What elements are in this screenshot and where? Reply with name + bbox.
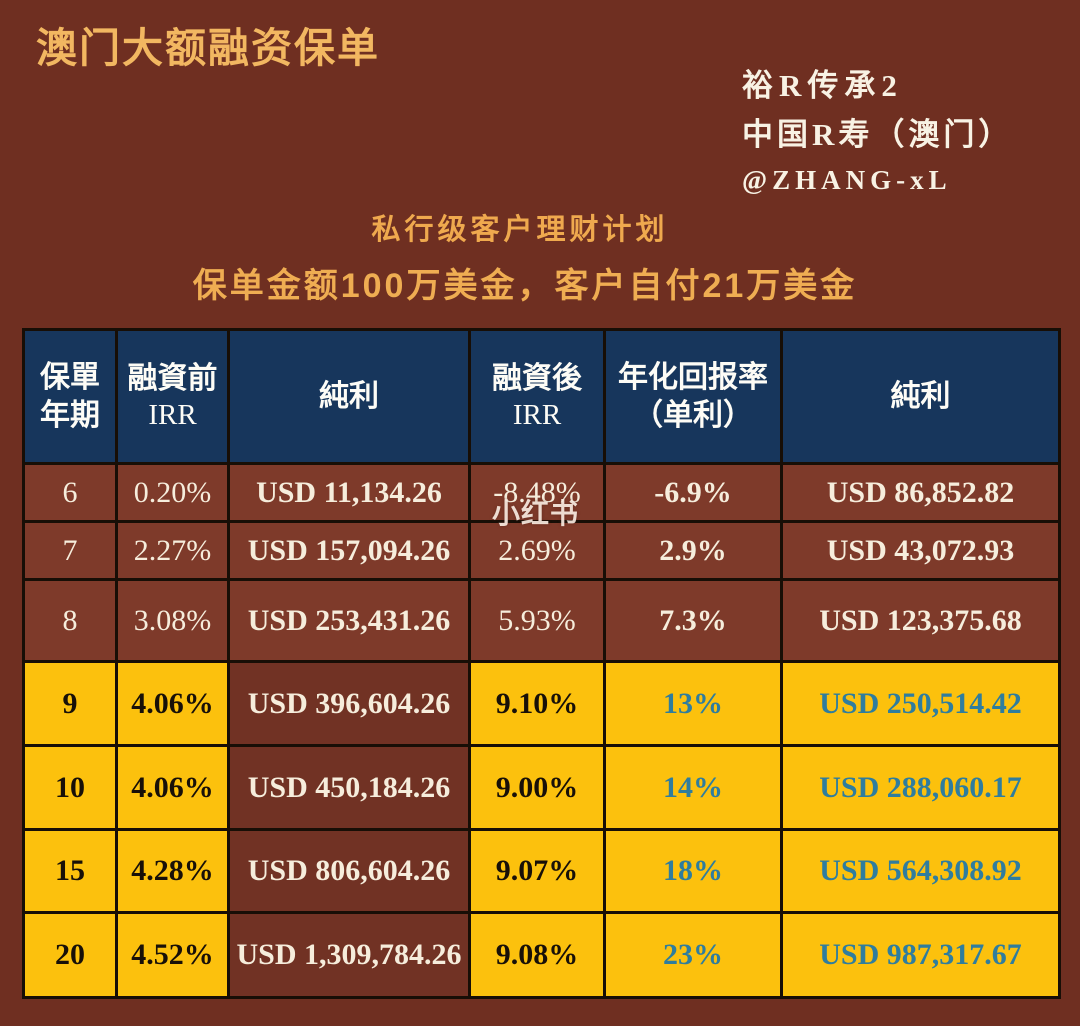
cell-year: 7 — [22, 520, 118, 581]
header-line: IRR — [512, 399, 562, 432]
cell-net-profit-2: USD 43,072.93 — [780, 520, 1061, 581]
cell-post-irr: 9.07% — [468, 828, 606, 914]
cell-net-profit-1: USD 11,134.26 — [227, 462, 471, 523]
cell-annual-return: 13% — [603, 660, 783, 747]
header-line: 保單 — [40, 361, 100, 394]
brand-block: 裕R传承2 中国R寿（澳门） @ZHANG-xL — [742, 70, 1013, 194]
table-row-year-8: 8 3.08% USD 253,431.26 5.93% 7.3% USD 12… — [22, 578, 1061, 663]
brand-company-name: 中国R寿（澳门） — [742, 117, 1014, 152]
table-row-year-20: 20 4.52% USD 1,309,784.26 9.08% 23% USD … — [22, 911, 1061, 999]
cell-net-profit-1: USD 157,094.26 — [227, 520, 471, 581]
cell-net-profit-2: USD 564,308.92 — [780, 828, 1061, 914]
cell-annual-return: 18% — [603, 828, 783, 914]
cell-net-profit-1: USD 253,431.26 — [227, 578, 471, 663]
page-title: 澳门大额融资保单 — [36, 25, 380, 71]
header-line: 年期 — [40, 398, 100, 432]
table-row-year-6: 6 0.20% USD 11,134.26 -8.48% -6.9% USD 8… — [22, 462, 1061, 523]
header-line: 融資前 — [127, 361, 218, 395]
cell-pre-irr: 2.27% — [115, 520, 230, 581]
cell-annual-return: 14% — [603, 744, 783, 831]
col-header-net-profit-2: 純利 — [780, 328, 1061, 465]
cell-net-profit-1: USD 450,184.26 — [227, 744, 471, 831]
cell-pre-irr: 4.28% — [115, 828, 230, 914]
author-handle: @ZHANG-xL — [742, 165, 952, 195]
table-row-year-15: 15 4.28% USD 806,604.26 9.07% 18% USD 56… — [22, 828, 1061, 914]
cell-net-profit-2: USD 250,514.42 — [780, 660, 1061, 747]
cell-year: 9 — [22, 660, 118, 747]
cell-year: 10 — [22, 744, 118, 831]
table-header-row: 保單年期 融資前 IRR 純利 融資後 IRR 年化回报率 （单利） 純利 — [22, 328, 1061, 465]
cell-net-profit-1: USD 396,604.26 — [227, 660, 471, 747]
cell-post-irr: 2.69% — [468, 520, 606, 581]
header-line: IRR — [148, 399, 197, 432]
policy-returns-table: 保單年期 融資前 IRR 純利 融資後 IRR 年化回报率 （单利） 純利 6 0.2… — [22, 328, 1061, 999]
cell-year: 20 — [22, 911, 118, 999]
cell-pre-irr: 4.06% — [115, 744, 230, 831]
cell-annual-return: -6.9% — [603, 462, 783, 523]
cell-net-profit-2: USD 987,317.67 — [780, 911, 1061, 999]
col-header-net-profit-1: 純利 — [227, 328, 471, 465]
subtitle-amounts: 保单金额100万美金，客户自付21万美金 — [192, 267, 858, 305]
header-line: 純利 — [319, 379, 379, 413]
cell-net-profit-1: USD 1,309,784.26 — [227, 911, 471, 999]
cell-year: 15 — [22, 828, 118, 914]
cell-post-irr: 9.08% — [468, 911, 606, 999]
cell-pre-irr: 0.20% — [115, 462, 230, 523]
col-header-policy-year: 保單 年期 — [22, 328, 118, 465]
cell-post-irr: 5.93% — [468, 578, 606, 663]
xiaohongshu-watermark: 小红书 — [492, 498, 580, 529]
cell-pre-irr: 3.08% — [115, 578, 230, 663]
cell-year: 6 — [22, 462, 118, 523]
cell-post-irr: 9.00% — [468, 744, 606, 831]
header-line: 純利 — [890, 379, 951, 413]
col-header-annualized-return: 年化回报率 （单利） — [603, 328, 783, 465]
cell-net-profit-1: USD 806,604.26 — [227, 828, 471, 914]
cell-post-irr: 9.10% — [468, 660, 606, 747]
table-row-year-9: 9 4.06% USD 396,604.26 9.10% 13% USD 250… — [22, 660, 1061, 747]
header-line: （单利） — [633, 398, 753, 432]
cell-year: 8 — [22, 578, 118, 663]
col-header-post-financing-irr: 融資後 IRR — [468, 328, 606, 465]
cell-net-profit-2: USD 123,375.68 — [780, 578, 1061, 663]
cell-post-irr: -8.48% — [468, 462, 606, 523]
cell-net-profit-2: USD 86,852.82 — [780, 462, 1061, 523]
table-row-year-10: 10 4.06% USD 450,184.26 9.00% 14% USD 28… — [22, 744, 1061, 831]
col-header-pre-financing-irr: 融資前 IRR — [115, 328, 230, 465]
cell-pre-irr: 4.06% — [115, 660, 230, 747]
cell-annual-return: 7.3% — [603, 578, 783, 663]
cell-net-profit-2: USD 288,060.17 — [780, 744, 1061, 831]
cell-annual-return: 23% — [603, 911, 783, 999]
brand-product-name: 裕R传承2 — [742, 68, 903, 103]
header-line: 年化回报率 — [618, 361, 768, 394]
header-line: 融資後 — [492, 361, 582, 395]
table-row-year-7: 7 2.27% USD 157,094.26 2.69% 2.9% USD 43… — [22, 520, 1061, 581]
cell-annual-return: 2.9% — [603, 520, 783, 581]
cell-pre-irr: 4.52% — [115, 911, 230, 999]
subtitle-plan: 私行级客户理财计划 — [371, 214, 669, 246]
